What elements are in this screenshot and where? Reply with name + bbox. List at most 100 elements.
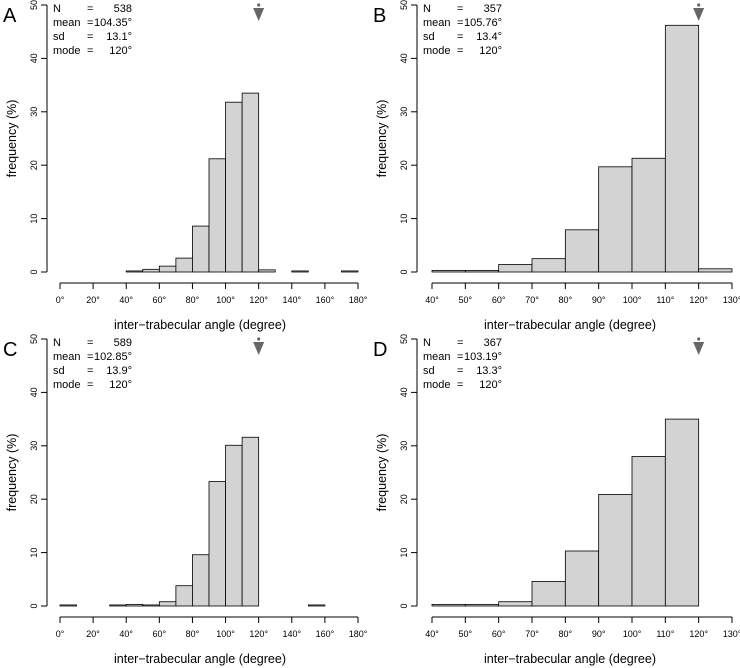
- y-tick-label: 50: [29, 334, 39, 344]
- y-tick-label: 30: [29, 441, 39, 451]
- y-tick-label: 20: [29, 494, 39, 504]
- mode-arrow-dot-icon: [697, 337, 701, 341]
- histogram-bar: [498, 601, 533, 607]
- x-tick-label: 130°: [723, 629, 740, 639]
- histogram-bar: [341, 270, 359, 273]
- stat-value: 538: [114, 3, 132, 15]
- histogram-bar: [192, 225, 210, 273]
- histogram-bar: [208, 158, 226, 273]
- histogram-bar: [241, 92, 260, 273]
- stat-label: sd: [423, 31, 435, 43]
- histogram-bar: [158, 601, 177, 607]
- x-tick-label: 120°: [249, 295, 268, 305]
- y-tick-label: 30: [399, 441, 409, 451]
- stat-label: N: [423, 337, 431, 349]
- histogram-bar: [464, 603, 500, 607]
- x-tick-label: 0°: [56, 295, 65, 305]
- stat-label: mode: [53, 379, 81, 391]
- histogram-bar: [142, 268, 160, 273]
- y-axis-label: frequency (%): [5, 100, 19, 178]
- panel-letter: D: [373, 339, 387, 361]
- y-tick-label: 0: [399, 269, 409, 274]
- mode-arrow-icon: [253, 8, 265, 21]
- x-tick-label: 20°: [86, 295, 100, 305]
- mode-arrow-dot-icon: [257, 337, 261, 341]
- x-tick-label: 60°: [492, 295, 506, 305]
- x-tick-label: 60°: [492, 629, 506, 639]
- histogram-bar: [431, 603, 466, 607]
- stat-value: 13.9°: [106, 365, 132, 377]
- x-tick-label: 90°: [592, 629, 606, 639]
- histogram-bar: [125, 270, 144, 273]
- stat-value: 105.76°: [464, 17, 502, 29]
- stat-value: 103.19°: [464, 351, 502, 363]
- y-tick-label: 20: [399, 160, 409, 170]
- histogram-bar: [431, 269, 466, 273]
- histogram-bar: [664, 24, 700, 273]
- stat-equals: =: [457, 379, 463, 391]
- stat-equals: =: [457, 45, 463, 57]
- x-tick-label: 140°: [282, 295, 301, 305]
- x-tick-label: 40°: [425, 629, 439, 639]
- x-tick-label: 70°: [525, 295, 539, 305]
- histogram-bar: [59, 604, 77, 607]
- y-tick-label: 10: [29, 548, 39, 558]
- histogram-bar: [464, 269, 500, 273]
- stat-label: mode: [423, 45, 451, 57]
- x-tick-label: 90°: [592, 295, 606, 305]
- stat-value: 13.4°: [476, 31, 502, 43]
- y-tick-label: 40: [399, 387, 409, 397]
- stat-equals: =: [87, 337, 93, 349]
- x-tick-label: 40°: [119, 295, 133, 305]
- histogram-bar: [175, 585, 193, 607]
- stat-equals: =: [87, 365, 93, 377]
- y-tick-label: 10: [399, 548, 409, 558]
- stat-label: mean: [423, 351, 451, 363]
- stat-value: 357: [484, 3, 502, 15]
- x-tick-label: 110°: [656, 295, 674, 305]
- histogram-bar: [564, 229, 600, 273]
- histogram-panel-c: C 0 10 20 30 40 50 frequency (%) 0° 20° 40° 60° 80° 1…: [0, 334, 370, 668]
- histogram-bar: [142, 604, 160, 607]
- histogram-bar: [225, 101, 243, 273]
- histogram-bar: [664, 418, 700, 607]
- histogram-bar: [531, 258, 566, 273]
- x-tick-label: 0°: [56, 629, 65, 639]
- y-axis-label: frequency (%): [5, 434, 19, 512]
- histogram-bar: [158, 265, 177, 273]
- x-tick-label: 60°: [153, 629, 167, 639]
- x-tick-label: 100°: [216, 629, 235, 639]
- stat-value: 120°: [109, 45, 132, 57]
- x-tick-label: 120°: [689, 295, 708, 305]
- x-tick-label: 20°: [86, 629, 100, 639]
- y-tick-label: 10: [29, 214, 39, 224]
- y-tick-label: 20: [399, 494, 409, 504]
- y-tick-label: 20: [29, 160, 39, 170]
- x-tick-label: 120°: [689, 629, 708, 639]
- y-tick-label: 30: [399, 107, 409, 117]
- histogram-bar: [109, 604, 127, 607]
- histogram-bar: [225, 444, 243, 607]
- stat-value: 120°: [109, 379, 132, 391]
- histogram-bar: [531, 581, 566, 607]
- y-tick-label: 0: [29, 603, 39, 608]
- stat-label: mode: [53, 45, 81, 57]
- histogram-panel-b: B 0 10 20 30 40 50 frequency (%) 40° 50° 60° 70° 80°…: [370, 0, 740, 334]
- stat-equals: =: [87, 379, 93, 391]
- mode-arrow-icon: [693, 8, 705, 21]
- mode-arrow-dot-icon: [257, 3, 261, 7]
- y-axis-label: frequency (%): [375, 434, 389, 512]
- x-tick-label: 50°: [459, 295, 473, 305]
- stat-label: sd: [53, 31, 65, 43]
- stat-label: N: [53, 3, 61, 15]
- x-tick-label: 50°: [459, 629, 473, 639]
- histogram-bar: [258, 269, 276, 273]
- stat-value: 13.3°: [476, 365, 502, 377]
- y-tick-label: 10: [399, 214, 409, 224]
- x-tick-label: 40°: [119, 629, 133, 639]
- histogram-bar: [631, 157, 666, 273]
- stat-equals: =: [457, 351, 463, 363]
- x-tick-label: 80°: [186, 295, 200, 305]
- histogram-bar: [125, 603, 144, 607]
- histogram-svg-d: D 0 10 20 30 40 50 frequency (%) 40° 50° 60° 70° 80°…: [373, 334, 740, 666]
